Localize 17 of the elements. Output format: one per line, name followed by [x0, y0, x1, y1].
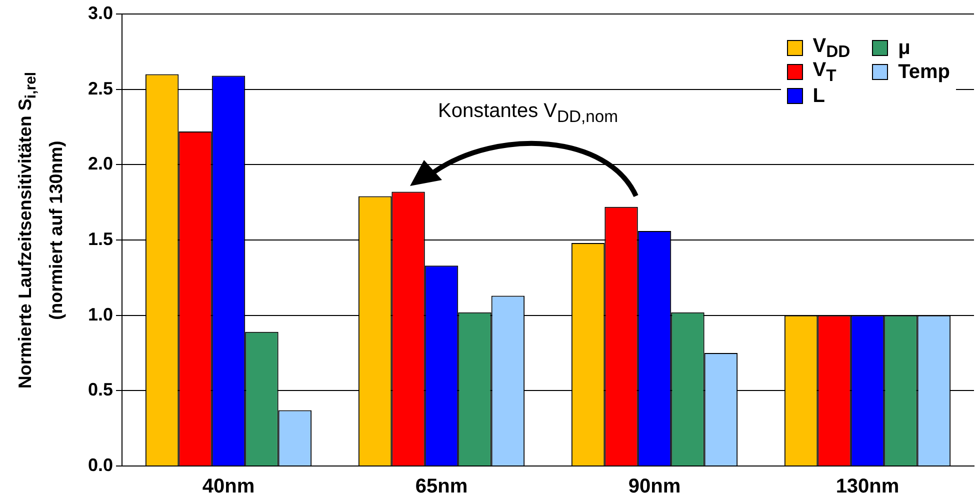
y-tick-label: 1.5: [88, 228, 113, 249]
y-tick-label: 0.5: [88, 380, 113, 400]
y-tick-label: 2.5: [88, 78, 113, 98]
x-tick-label: 65nm: [415, 476, 468, 498]
legend-label: L: [812, 84, 825, 108]
legend-label: μ: [898, 36, 910, 60]
y-tick-label: 0.0: [88, 454, 113, 475]
y-tick-label: 2.0: [88, 154, 113, 174]
annotation: Konstantes V$_{DD,nom}$: [438, 100, 618, 127]
x-tick-label: 40nm: [202, 476, 255, 498]
y-tick-label: 3.0: [88, 2, 113, 23]
legend-label: Temp: [898, 60, 950, 84]
x-tick-label: 90nm: [628, 476, 681, 498]
legend-label: V$_{DD}$: [812, 34, 850, 60]
x-tick-label: 130nm: [836, 476, 900, 498]
legend-label: V$_{T}$: [812, 58, 836, 86]
y-tick-label: 1.0: [88, 304, 113, 324]
